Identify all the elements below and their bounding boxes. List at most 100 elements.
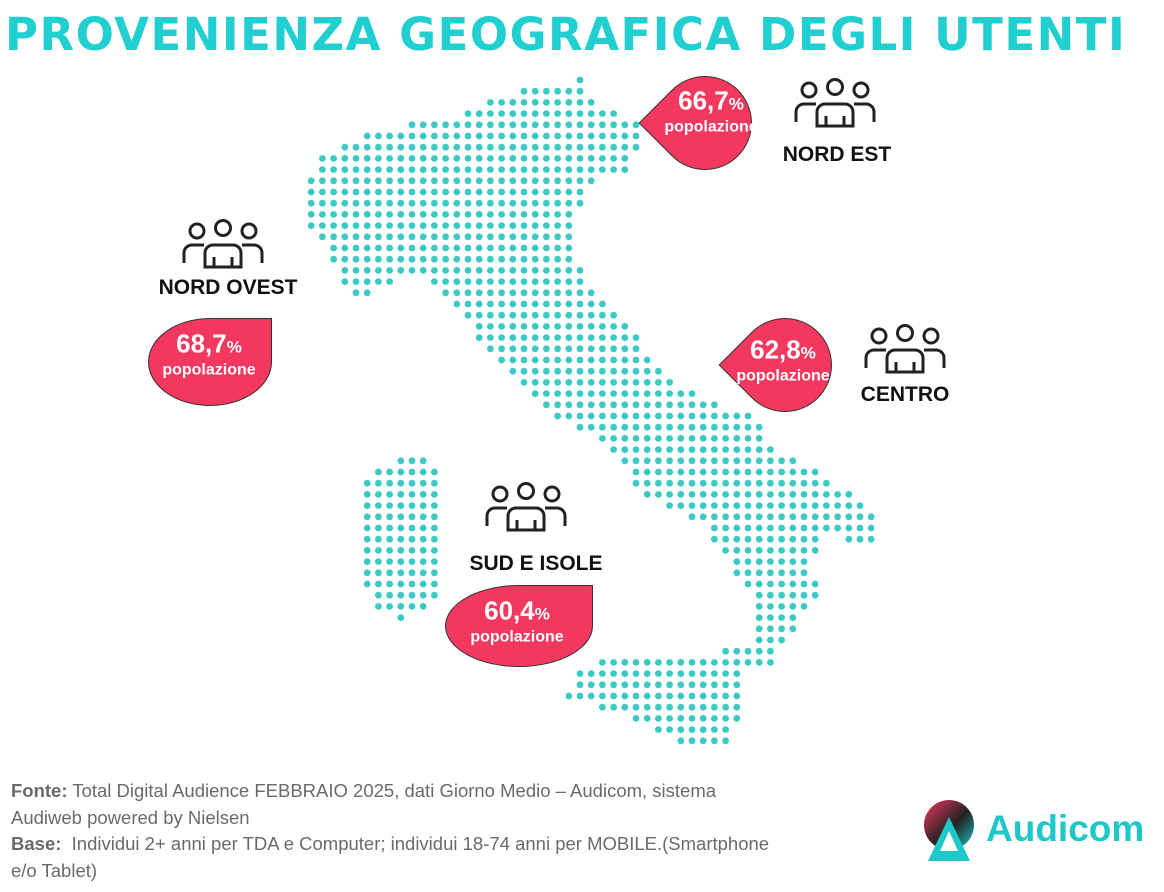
map-dot	[487, 177, 494, 185]
map-dot	[375, 267, 382, 274]
map-dot	[431, 177, 438, 185]
map-dot	[767, 603, 774, 610]
map-dot	[767, 479, 774, 487]
map-dot	[755, 569, 763, 577]
map-dot	[699, 681, 707, 689]
map-dot	[677, 737, 685, 745]
map-dot	[363, 255, 371, 263]
map-dot	[554, 99, 561, 106]
map-dot	[509, 177, 517, 185]
map-dot	[789, 524, 797, 532]
map-dot	[666, 681, 673, 689]
map-dot	[778, 457, 785, 465]
map-dot	[307, 199, 315, 207]
map-dot	[386, 535, 393, 543]
map-dot	[655, 379, 662, 386]
map-dot	[442, 155, 449, 162]
map-dot	[576, 289, 584, 297]
map-dot	[733, 479, 741, 487]
map-dot	[487, 166, 494, 174]
map-dot	[755, 535, 763, 543]
map-dot	[666, 491, 673, 498]
map-dot	[487, 345, 494, 353]
map-dot	[565, 289, 573, 297]
map-dot	[800, 580, 808, 588]
map-dot	[419, 244, 427, 252]
map-dot	[531, 155, 539, 162]
map-dot	[419, 569, 427, 577]
map-dot	[811, 547, 819, 554]
map-dot	[677, 692, 685, 700]
map-dot	[688, 726, 696, 733]
map-dot	[755, 423, 763, 431]
map-dot	[587, 356, 595, 364]
map-dot	[823, 524, 830, 532]
map-dot	[733, 692, 741, 700]
map-dot	[688, 412, 696, 420]
map-dot	[722, 726, 729, 733]
map-dot	[677, 435, 685, 442]
map-dot	[565, 267, 573, 274]
map-dot	[632, 367, 640, 375]
map-dot	[867, 524, 875, 532]
map-dot	[811, 513, 819, 521]
map-dot	[464, 267, 472, 274]
map-dot	[733, 491, 741, 498]
map-dot	[744, 423, 752, 431]
map-dot	[610, 143, 617, 151]
map-dot	[576, 367, 584, 375]
map-dot	[543, 199, 550, 207]
map-dot	[531, 367, 539, 375]
map-dot	[666, 659, 673, 666]
map-dot	[711, 513, 718, 521]
map-dot	[464, 188, 472, 196]
map-dot	[408, 513, 416, 521]
map-dot	[408, 199, 416, 207]
map-dot	[554, 267, 561, 274]
map-dot	[431, 513, 438, 521]
map-dot	[599, 681, 606, 689]
map-dot	[666, 423, 673, 431]
map-dot	[341, 267, 349, 274]
map-dot	[419, 457, 427, 465]
unit: %	[226, 337, 242, 357]
map-dot	[699, 502, 707, 509]
map-dot	[610, 356, 617, 364]
map-dot	[621, 367, 629, 375]
map-dot	[722, 502, 729, 509]
map-dot	[543, 143, 550, 151]
map-dot	[565, 199, 573, 207]
map-dot	[610, 110, 617, 117]
map-dot	[419, 177, 427, 185]
map-dot	[375, 166, 382, 174]
map-dot	[699, 703, 707, 711]
map-dot	[711, 502, 718, 509]
map-dot	[711, 692, 718, 700]
map-dot	[419, 121, 427, 129]
map-dot	[800, 558, 808, 565]
map-dot	[442, 244, 449, 252]
map-dot	[576, 199, 584, 207]
map-dot	[744, 513, 752, 521]
map-dot	[442, 132, 449, 140]
value: 68,7	[176, 328, 227, 359]
map-dot	[576, 311, 584, 319]
map-dot	[397, 591, 405, 599]
map-dot	[475, 166, 483, 174]
map-dot	[610, 703, 617, 711]
map-dot	[733, 547, 741, 554]
map-dot	[475, 110, 483, 117]
map-dot	[699, 446, 707, 453]
map-dot	[565, 222, 573, 230]
map-dot	[509, 345, 517, 353]
map-dot	[352, 188, 360, 196]
map-dot	[565, 300, 573, 308]
map-dot	[699, 491, 707, 498]
map-dot	[789, 468, 797, 476]
map-dot	[599, 659, 606, 666]
map-dot	[621, 323, 629, 330]
map-dot	[554, 311, 561, 319]
map-dot	[543, 132, 550, 140]
map-dot	[587, 121, 595, 129]
map-dot	[632, 715, 640, 722]
